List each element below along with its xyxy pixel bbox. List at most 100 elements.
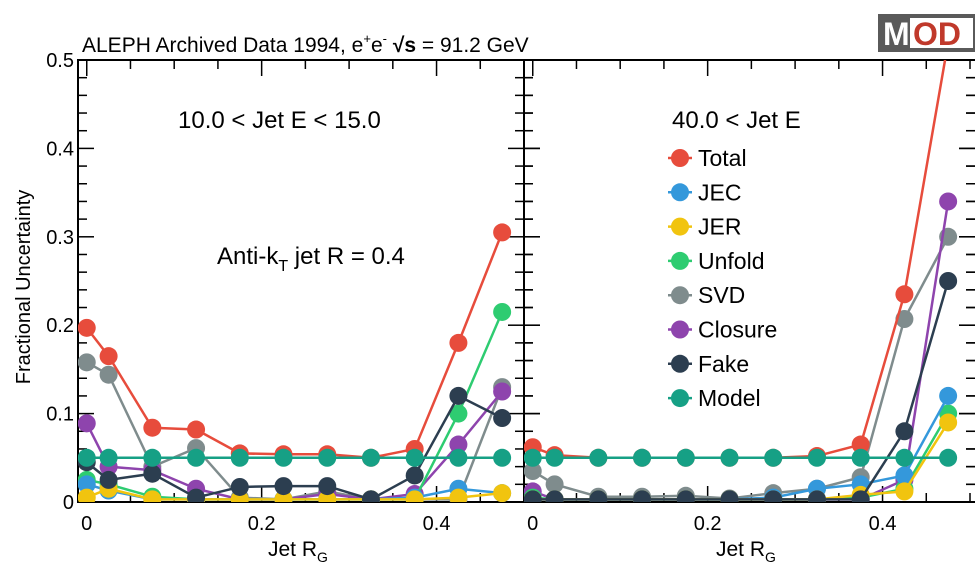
data-point-model-left (143, 448, 162, 467)
data-point-fake-right (895, 422, 914, 441)
y-axis-label: Fractional Uncertainty (13, 190, 35, 385)
data-point-svd-right (895, 310, 914, 329)
data-point-total-left (187, 420, 206, 439)
data-point-fake-left (449, 386, 468, 405)
data-point-fake-left (274, 477, 293, 496)
data-point-fake-right (764, 490, 783, 502)
data-point-jec-left (78, 475, 96, 494)
x-axis-label-right: Jet RG (716, 538, 776, 562)
data-point-model-left (405, 448, 424, 467)
data-point-model-right (676, 448, 695, 467)
data-point-jec-right (895, 466, 914, 485)
y-tick-label: 0.4 (46, 138, 74, 160)
x-axis-label-left: Jet RG (268, 538, 328, 562)
data-point-fake-left (493, 409, 512, 428)
data-point-jer-right (895, 482, 914, 501)
logo-m: M (883, 16, 910, 52)
data-point-total-left (99, 347, 118, 366)
y-tick-label: 0.5 (46, 50, 74, 72)
data-point-fake-right (807, 490, 826, 502)
logo-od: OD (913, 16, 961, 52)
data-point-model-right (895, 448, 914, 467)
x-tick-label-left: 0.4 (423, 513, 451, 535)
data-point-jer-left (449, 488, 468, 502)
legend-marker-svd (671, 286, 689, 305)
data-point-svd-right (545, 475, 564, 494)
legend-label-jer: JER (698, 214, 741, 240)
legend-label-model: Model (698, 385, 761, 411)
data-point-fake-right (633, 490, 652, 502)
legend-marker-total (671, 149, 689, 167)
data-point-model-left (493, 448, 512, 467)
data-point-svd-left (99, 365, 118, 384)
legend-marker-jer (671, 217, 689, 236)
data-point-fake-left (361, 490, 380, 502)
data-point-fake-left (230, 477, 249, 496)
data-point-fake-left (99, 470, 118, 489)
legend-marker-closure (671, 320, 689, 339)
data-point-model-left (78, 448, 96, 467)
data-point-closure-left (493, 382, 512, 401)
data-point-fake-left (405, 466, 424, 485)
data-point-jec-right (939, 386, 958, 405)
left-panel-algorithm-label: Anti-kT jet R = 0.4 (217, 243, 405, 275)
legend-marker-jec (671, 183, 689, 202)
data-point-model-left (274, 448, 293, 467)
data-point-svd-left (78, 353, 96, 372)
data-point-model-right (545, 448, 564, 467)
data-point-fake-right (589, 490, 608, 502)
data-point-model-left (361, 448, 380, 467)
data-point-fake-right (720, 490, 739, 502)
data-point-model-left (230, 448, 249, 467)
data-point-model-left (99, 448, 118, 467)
legend: Total JEC JER Unfold SVD Closure Fake Model (668, 145, 777, 411)
data-point-model-right (807, 448, 826, 467)
data-point-jer-left (143, 490, 162, 502)
data-point-fake-right (676, 490, 695, 502)
series-line-closure-left (85, 390, 504, 501)
data-point-fake-left (318, 477, 337, 496)
right-panel-energy-label: 40.0 < Jet E (672, 107, 801, 134)
data-point-closure-left (78, 414, 96, 433)
data-point-model-right (851, 448, 870, 467)
data-point-fake-left (187, 488, 206, 502)
legend-label-closure: Closure (698, 317, 777, 343)
data-point-model-right (524, 448, 542, 467)
data-point-model-right (589, 448, 608, 467)
data-point-svd-right (524, 462, 542, 481)
data-point-total-left (493, 223, 512, 242)
data-point-unfold-left (493, 302, 512, 321)
data-point-fake-right (524, 490, 542, 502)
data-point-total-right (895, 285, 914, 304)
x-tick-label-left: 0 (81, 513, 92, 535)
data-point-jer-left (405, 490, 424, 502)
data-point-fake-right (851, 490, 870, 502)
data-point-jer-left (78, 488, 96, 502)
data-point-fake-right (939, 272, 958, 290)
data-point-closure-left (449, 435, 468, 454)
legend-marker-model (671, 389, 689, 408)
data-point-total-left (78, 318, 96, 337)
legend-label-fake: Fake (698, 351, 749, 377)
legend-label-jec: JEC (698, 179, 741, 205)
data-point-model-left (449, 448, 468, 467)
data-point-model-left (318, 448, 337, 467)
x-tick-label-right: 0.2 (694, 513, 722, 535)
legend-label-unfold: Unfold (698, 248, 764, 274)
data-point-fake-right (545, 490, 564, 502)
data-point-model-left (187, 448, 206, 467)
data-point-model-right (720, 448, 739, 467)
legend-marker-unfold (671, 251, 689, 270)
y-tick-label: 0.3 (46, 227, 74, 249)
legend-label-total: Total (698, 145, 747, 171)
data-point-unfold-left (449, 404, 468, 423)
data-point-model-right (764, 448, 783, 467)
y-tick-label: 0.2 (46, 315, 74, 337)
data-point-jer-right (939, 413, 958, 432)
data-point-closure-right (939, 192, 958, 211)
legend-marker-fake (671, 354, 689, 373)
x-tick-label-left: 0.2 (248, 513, 276, 535)
y-tick-label: 0 (63, 492, 74, 514)
series-line-jec-right (532, 395, 950, 501)
